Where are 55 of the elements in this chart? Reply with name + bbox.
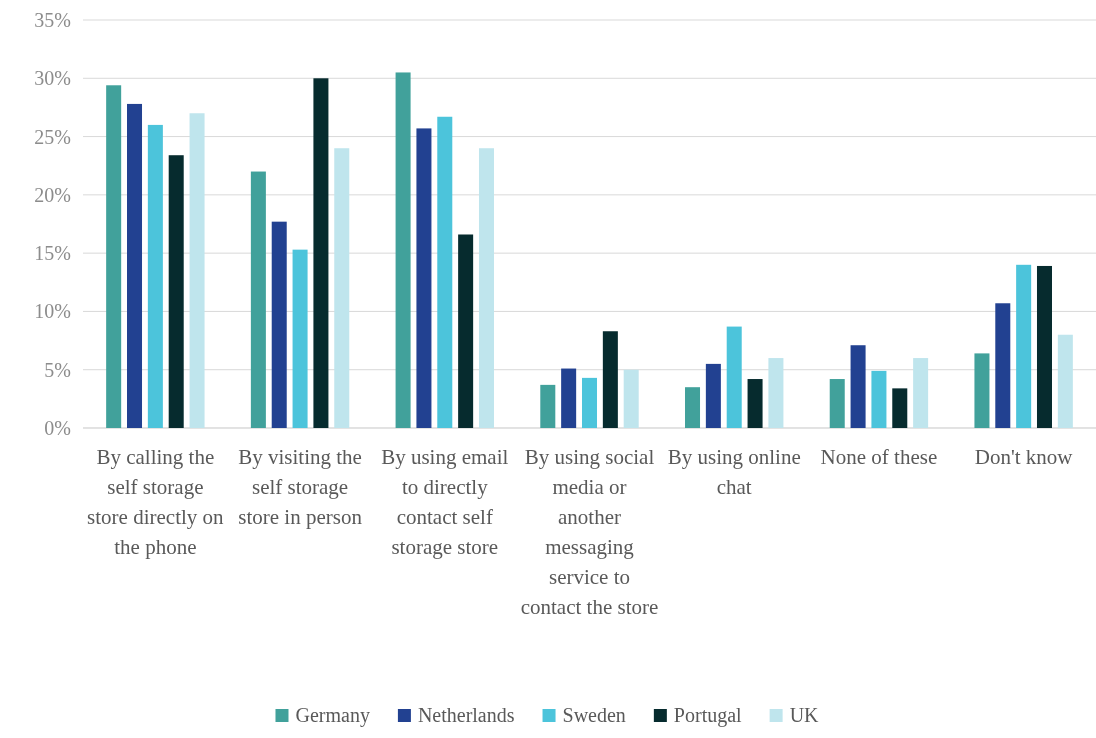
bar [913,358,929,428]
bar [250,171,266,428]
bar [395,72,411,428]
bar [334,148,350,428]
bar [458,234,474,428]
y-tick-label: 25% [34,125,71,148]
bar [829,379,845,428]
y-tick-label: 15% [34,242,71,265]
bar [168,155,184,428]
y-tick-label: 30% [34,67,71,90]
x-tick-label: By calling the self storage store directly on the phone [87,445,225,559]
bar [602,331,618,428]
legend-label: Portugal [673,704,743,727]
bar [892,388,908,428]
bar [292,249,308,428]
bar [127,103,143,428]
y-tick-label: 5% [44,358,71,381]
bar [561,368,577,428]
bar [850,345,866,428]
bar [1057,334,1073,428]
bar [871,370,887,428]
legend-label: Germany [295,704,370,727]
y-tick-label: 10% [34,300,71,323]
bar [437,116,453,428]
bar [313,78,329,428]
y-tick-label: 20% [34,183,71,206]
bar [768,358,784,428]
bar [747,379,763,428]
bar [974,353,990,428]
bar [685,387,701,428]
bar [582,377,598,428]
bar [1016,264,1032,428]
bar [189,113,205,428]
bar [106,85,122,428]
bar [1036,265,1052,428]
bar [540,384,556,428]
y-tick-label: 0% [44,417,71,439]
bar [478,148,494,428]
bar [726,326,742,428]
x-tick-label: By using social media or another messaging service to contact the store [520,445,659,619]
legend-label: Netherlands [417,704,515,726]
bar [995,303,1011,428]
bar [705,363,721,428]
bar [271,221,287,428]
x-tick-label: By visiting the self storage store in person [238,445,363,529]
bar [623,369,639,428]
y-tick-label: 35% [34,9,71,31]
x-tick-label: Don't know [974,445,1074,469]
bar [147,124,163,428]
bar [416,128,432,428]
x-tick-label: By using online chat [667,445,801,499]
x-tick-label: By using email to directly contact self storage store [381,445,509,559]
legend-label: UK [789,704,820,726]
legend-label: Sweden [562,704,626,726]
x-tick-label: None of these [820,445,938,469]
